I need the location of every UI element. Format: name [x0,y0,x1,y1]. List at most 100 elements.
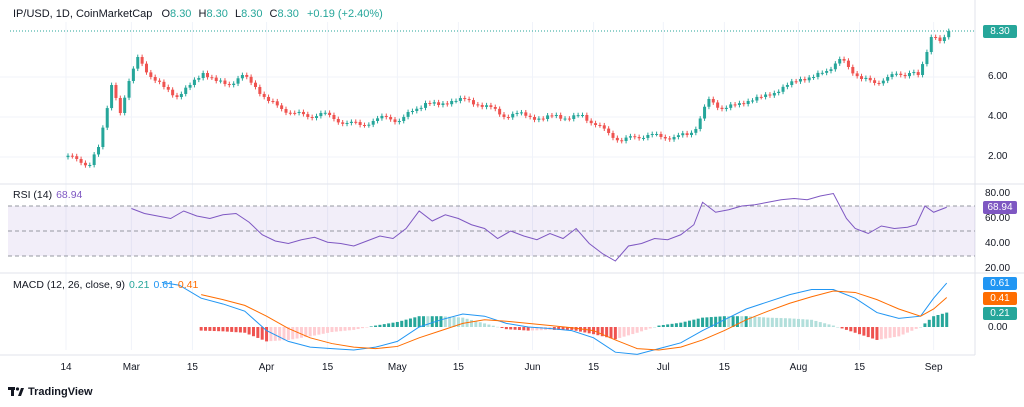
candle [227,84,231,86]
close-label: C [269,8,278,20]
candle [101,127,105,147]
macd-histogram-bar [426,316,430,327]
candle [646,135,650,138]
candle [650,133,654,135]
macd-histogram-bar [295,327,299,339]
candle [907,73,911,77]
macd-histogram-bar [600,327,604,337]
macd-histogram-bar [919,327,923,328]
candle [611,133,615,138]
macd-histogram-bar [308,327,312,337]
macd-histogram-bar [260,327,264,340]
macd-histogram-bar [282,327,286,341]
candle [310,117,314,118]
candle [75,156,79,159]
macd-histogram-bar [199,327,203,331]
macd-histogram-bar [430,316,434,327]
candle [389,117,393,120]
macd-histogram-bar [762,317,766,327]
close-value: 8.30 [277,8,299,20]
candle [376,118,380,121]
macd-histogram-bar [208,327,212,331]
candle [912,72,916,74]
macd-histogram-bar [661,324,665,327]
candle [942,37,946,41]
macd-histogram-bar [596,327,600,336]
macd-histogram-bar [844,327,848,330]
candle [275,101,279,106]
candle [79,159,83,163]
macd-histogram-bar [875,327,879,340]
macd-histogram-bar [273,327,277,341]
candle [480,105,484,107]
candle [367,124,371,126]
candle [633,136,637,138]
candle [118,97,122,113]
candle [873,80,877,83]
macd-histogram-bar [840,327,844,329]
candle [533,117,537,120]
candle [589,120,593,124]
macd-histogram-bar [622,327,626,337]
macd-histogram-bar [326,327,330,333]
candle [663,137,667,139]
candle [345,123,349,124]
macd-histogram-bar [770,317,774,327]
candle [803,79,807,81]
macd-histogram-bar [522,327,526,331]
macd-histogram-bar [648,327,652,329]
time-tick: Apr [258,362,275,373]
macd-histogram-bar [509,327,513,330]
candle [105,108,109,128]
candle [838,59,842,64]
candle [92,154,96,165]
candle [280,105,284,109]
candle [140,57,144,64]
time-tick: May [387,362,407,373]
price-tick: 2.00 [988,151,1008,162]
macd-histogram-bar [657,325,661,327]
macd-histogram-bar [400,320,404,327]
time-tick: Sep [924,362,943,373]
candle [559,115,563,119]
candle [332,115,336,119]
macd-histogram-bar [517,327,521,331]
candle [166,87,170,90]
macd-histogram-bar [382,324,386,327]
candle [428,103,432,104]
macd-histogram-bar [238,327,242,333]
candle [820,72,824,74]
candle [384,115,388,117]
candle [271,101,275,102]
macd-histogram-bar [714,316,718,327]
signal-line [201,290,948,351]
macd-histogram-bar [404,319,408,327]
macd-histogram-bar [561,327,565,330]
macd-histogram-bar [374,325,378,327]
rsi-tick: 20.00 [985,263,1011,274]
rsi-value: 68.94 [56,189,83,201]
candle [188,85,192,88]
candle [149,72,153,77]
time-tick: 15 [322,362,334,373]
macd-histogram-bar [443,316,447,327]
macd-histogram-bar [439,316,443,327]
macd-histogram-bar [631,327,635,335]
macd-histogram-bar [513,327,517,330]
candle [567,118,571,120]
candle [624,137,628,141]
candle [637,137,641,139]
candle [742,103,746,105]
macd-histogram-bar [448,316,452,327]
candle [781,86,785,92]
macd-histogram-bar [709,317,713,327]
candle [402,116,406,121]
brand-name: TradingView [28,386,93,398]
macd-histogram-bar [696,318,700,327]
macd-histogram-bar [321,327,325,334]
candle [825,71,829,73]
macd-histogram-bar [265,327,269,342]
candle [511,113,515,118]
candle [258,87,262,94]
